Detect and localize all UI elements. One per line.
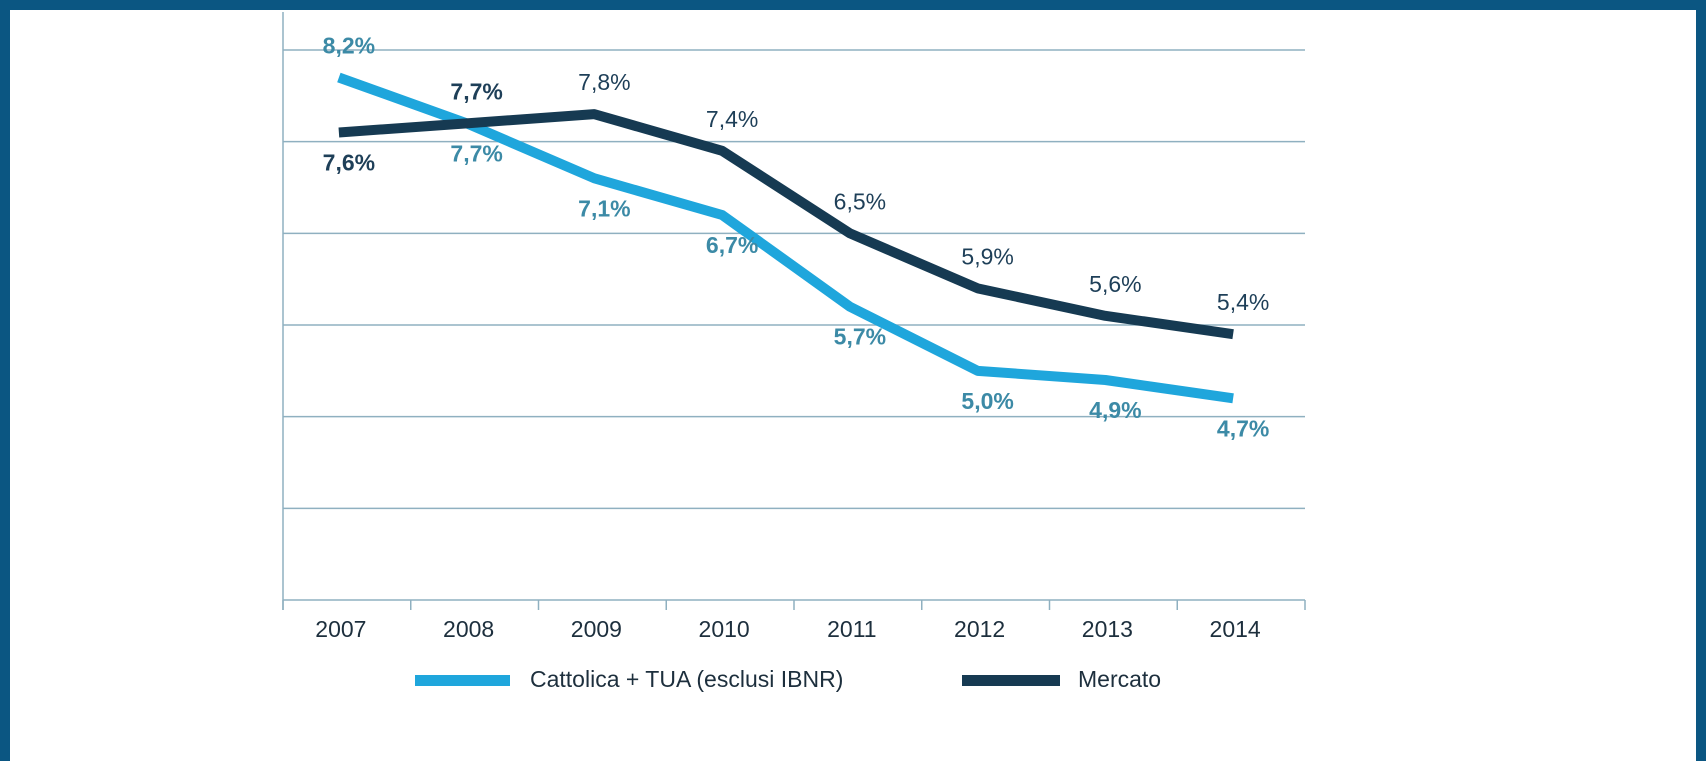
data-label: 7,8%: [578, 69, 630, 95]
x-tick-label: 2012: [954, 616, 1005, 642]
series-line: [338, 109, 1234, 340]
legend-label: Mercato: [1078, 666, 1161, 692]
data-label: 5,7%: [834, 324, 886, 350]
chart-background: [10, 10, 1696, 761]
data-label: 4,9%: [1089, 397, 1141, 423]
data-label: 5,6%: [1089, 271, 1141, 297]
legend-swatch: [962, 675, 1060, 686]
x-tick-label: 2011: [827, 616, 876, 642]
x-tick-label: 2014: [1210, 616, 1261, 642]
data-label: 5,0%: [961, 388, 1013, 414]
data-label: 6,5%: [834, 188, 886, 214]
x-tick-label: 2009: [571, 616, 622, 642]
x-tick-label: 2010: [699, 616, 750, 642]
x-tick-label: 2007: [315, 616, 366, 642]
data-label: 6,7%: [706, 232, 758, 258]
legend-swatch: [415, 675, 510, 686]
data-label: 7,4%: [706, 106, 758, 132]
data-label: 7,7%: [450, 78, 502, 104]
data-label: 7,7%: [450, 140, 502, 166]
data-label: 7,1%: [578, 195, 630, 221]
data-label: 8,2%: [323, 33, 375, 59]
data-label: 7,6%: [323, 150, 375, 176]
x-tick-label: 2013: [1082, 616, 1133, 642]
series-line: [337, 72, 1234, 404]
data-label: 5,4%: [1217, 289, 1269, 315]
x-tick-label: 2008: [443, 616, 494, 642]
data-label: 5,9%: [961, 243, 1013, 269]
data-label: 4,7%: [1217, 415, 1269, 441]
legend-label: Cattolica + TUA (esclusi IBNR): [530, 666, 843, 692]
